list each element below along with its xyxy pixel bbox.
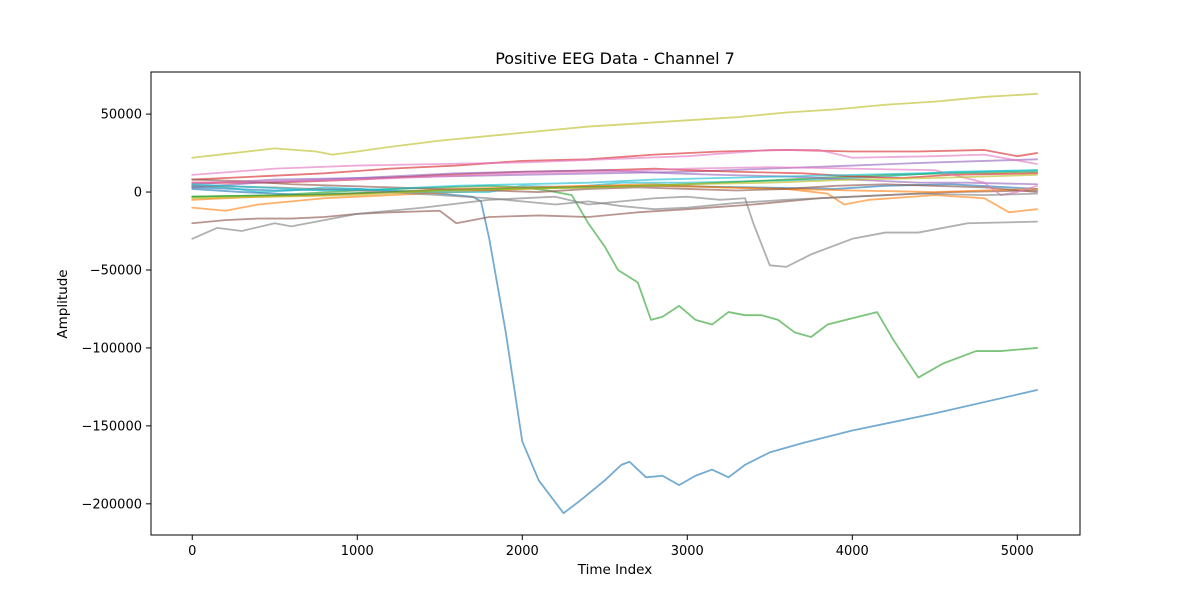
y-tick-label: −100000 xyxy=(81,341,142,356)
series-line-9 xyxy=(191,92,1038,159)
series-line-18 xyxy=(191,184,1038,211)
series-line-19 xyxy=(191,173,1038,200)
axes-frame xyxy=(150,71,1081,536)
series-line-17 xyxy=(191,166,1038,197)
x-tick-label: 0 xyxy=(188,544,196,559)
plot-area xyxy=(191,92,1038,515)
chart-title: Positive EEG Data - Channel 7 xyxy=(495,49,735,68)
y-tick-label: 50000 xyxy=(101,108,142,123)
series-line-1 xyxy=(191,186,1038,515)
y-tick-label: −150000 xyxy=(81,419,142,434)
x-axis-label: Time Index xyxy=(577,562,653,578)
series-line-7 xyxy=(191,149,1038,176)
x-tick-label: 4000 xyxy=(836,544,869,559)
axes: 0 1000 2000 3000 4000 5000 50000 0 −50000 −100000… xyxy=(81,71,1081,559)
x-tick-label: 3000 xyxy=(671,544,704,559)
series-line-20 xyxy=(191,169,1038,192)
y-tick-label: 0 xyxy=(134,186,142,201)
series-line-16 xyxy=(191,178,1038,193)
series-line-15 xyxy=(191,169,1038,189)
y-tick-label: −200000 xyxy=(81,497,142,512)
series-line-4 xyxy=(191,149,1038,181)
x-tick-label: 1000 xyxy=(341,544,374,559)
y-tick-label: −50000 xyxy=(90,263,142,278)
y-axis-label: Amplitude xyxy=(55,269,71,338)
x-tick-label: 5000 xyxy=(1001,544,1034,559)
series-line-8 xyxy=(191,195,1038,268)
x-tick-label: 2000 xyxy=(506,544,539,559)
